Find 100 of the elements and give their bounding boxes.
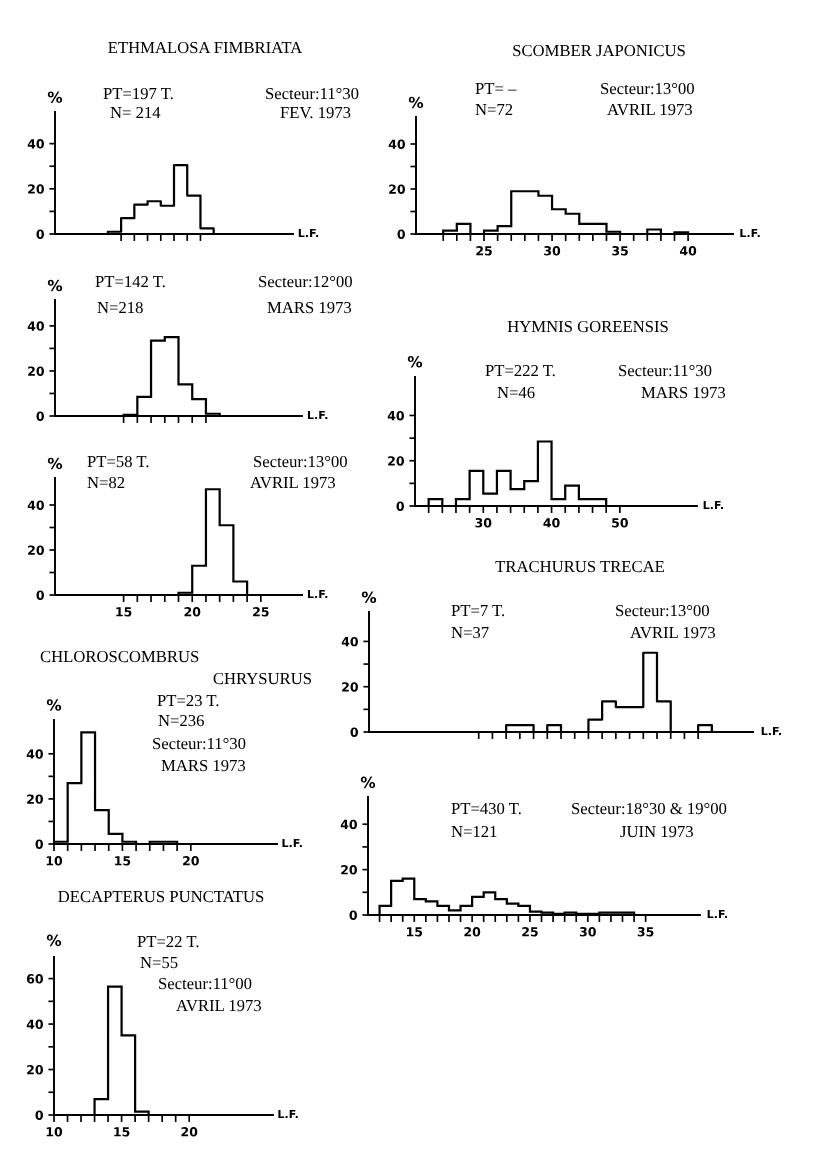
y-axis-title: % — [47, 457, 63, 470]
annotation: MARS 1973 — [641, 386, 726, 399]
annotation: MARS 1973 — [267, 301, 352, 314]
x-tick-label: 15 — [406, 927, 423, 937]
y-tick-label: 0 — [349, 910, 357, 920]
y-tick-label: 0 — [35, 839, 43, 849]
y-axis-title: % — [46, 699, 62, 711]
y-tick-label: 40 — [387, 410, 404, 421]
y-tick-label: 40 — [27, 321, 44, 331]
text: AVRIL 1973 — [607, 103, 692, 116]
text: PT=142 T. — [95, 275, 165, 288]
y-axis-title: % — [46, 934, 62, 947]
y-tick-label: 40 — [27, 500, 44, 510]
text: PT=222 T. — [485, 364, 555, 377]
text: Secteur:13°00 — [254, 455, 347, 468]
x-axis-title: L.F. — [298, 228, 319, 238]
x-tick-label: 15 — [116, 607, 132, 617]
chart-title: TRACHURUS TRECAE — [495, 560, 664, 573]
annotation: Secteur:18°30 & 19°00 — [572, 802, 727, 815]
x-tick-label: 15 — [114, 1127, 130, 1137]
annotation: N=46 — [497, 386, 535, 399]
y-tick-label: 40 — [27, 139, 44, 149]
text: PT=22 T. — [137, 935, 199, 948]
x-axis-title: L.F. — [282, 838, 302, 848]
chart-title: CHLOROSCOMBRUS CHRYSURUS — [40, 650, 311, 685]
y-tick-label: 20 — [28, 184, 44, 194]
x-tick-label: 30 — [579, 927, 596, 937]
y-tick-label: 40 — [388, 139, 405, 149]
x-axis-title: L.F. — [740, 228, 760, 238]
x-tick-label: 15 — [115, 856, 131, 866]
y-axis-title: % — [361, 591, 377, 604]
text: Secteur:13°00 — [601, 82, 694, 95]
y-tick-label: 0 — [396, 501, 404, 511]
text: PT= – — [475, 83, 517, 95]
x-tick-label: 10 — [46, 1127, 63, 1137]
x-tick-label: 40 — [679, 246, 697, 256]
chart-title: DECAPTERUS PUNCTATUS — [58, 890, 264, 903]
x-axis-title: L.F. — [703, 500, 723, 510]
text: PT=58 T. — [87, 455, 149, 468]
x-tick-label: 20 — [181, 1127, 198, 1137]
annotation: AVRIL 1973 — [176, 999, 261, 1012]
y-tick-label: 20 — [27, 794, 43, 804]
annotation: N=121 — [451, 825, 497, 838]
y-axis-title: % — [408, 96, 424, 109]
annotation: AVRIL 1973 — [250, 476, 335, 489]
y-tick-label: 20 — [342, 682, 358, 692]
y-axis-title: % — [47, 91, 63, 103]
annotation: Secteur:11°00 — [159, 977, 252, 990]
x-axis-title: L.F. — [307, 410, 328, 420]
annotation: N=37 — [451, 626, 489, 639]
annotation: N= 214 — [110, 106, 161, 119]
x-axis-title: L.F. — [707, 909, 727, 919]
x-tick-label: 40 — [543, 518, 560, 528]
annotation: N=55 — [140, 957, 178, 969]
y-tick-label: 20 — [341, 865, 357, 875]
y-axis-title: % — [47, 279, 63, 292]
annotation: N=236 — [158, 714, 204, 727]
chart-title: ETHMALOSA FIMBRIATA — [108, 41, 303, 54]
y-tick-label: 20 — [27, 1065, 43, 1075]
x-axis-title: L.F. — [278, 1109, 298, 1119]
text: Secteur:12°00 — [259, 275, 352, 288]
x-tick-label: 10 — [46, 856, 63, 866]
x-axis-title: L.F. — [307, 589, 328, 599]
annotation: N=82 — [87, 476, 125, 489]
y-tick-label: 40 — [341, 636, 358, 647]
y-axis-title: % — [360, 776, 376, 789]
x-tick-label: 35 — [612, 246, 628, 256]
y-tick-label: 0 — [397, 229, 405, 239]
annotation: PT=430 T. — [451, 802, 521, 815]
y-tick-label: 20 — [388, 456, 404, 466]
x-tick-label: 25 — [476, 246, 492, 256]
x-tick-label: 25 — [522, 927, 538, 937]
x-tick-label: 20 — [464, 927, 481, 937]
y-tick-label: 0 — [36, 590, 44, 600]
annotation: JUIN 1973 — [620, 825, 693, 838]
y-tick-label: 60 — [26, 974, 43, 984]
y-tick-label: 20 — [28, 366, 44, 376]
text: PT=197 T. — [103, 87, 173, 100]
chart-title: HYMNIS GOREENSIS — [507, 320, 668, 333]
annotation: FEV. 1973 — [280, 106, 351, 119]
text: Secteur:11°30 — [266, 87, 359, 100]
annotation: Secteur:13°00 — [616, 604, 709, 617]
x-tick-label: 20 — [184, 607, 201, 617]
y-tick-label: 20 — [389, 184, 405, 194]
y-tick-label: 40 — [26, 1019, 43, 1029]
annotation: Secteur:11°30 — [153, 737, 246, 750]
x-tick-label: 35 — [637, 927, 654, 937]
y-tick-label: 0 — [350, 727, 358, 737]
x-tick-label: 30 — [475, 518, 492, 528]
text: N=72 — [475, 103, 513, 116]
annotation: N=218 — [97, 301, 143, 314]
x-tick-label: 50 — [612, 518, 628, 528]
x-tick-label: 25 — [253, 607, 269, 617]
text: PT=23 T. — [157, 694, 219, 707]
y-tick-label: 0 — [35, 1110, 43, 1120]
text: Secteur:11°30 — [619, 364, 712, 377]
y-tick-label: 20 — [28, 545, 44, 555]
y-tick-label: 40 — [340, 819, 357, 830]
annotation: PT=7 T. — [451, 605, 505, 617]
x-tick-label: 20 — [183, 856, 199, 866]
